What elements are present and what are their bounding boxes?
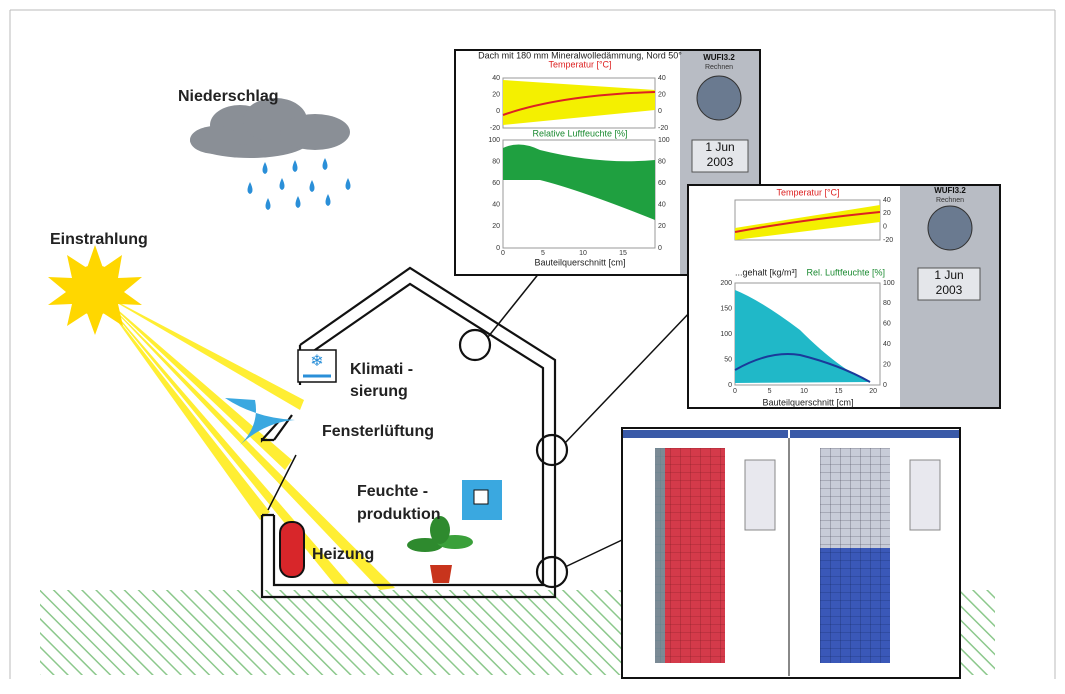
tick-label: 40 xyxy=(883,341,891,348)
cloud xyxy=(190,98,350,158)
tick-label: 150 xyxy=(720,305,732,312)
window-airflow xyxy=(225,398,295,445)
tick-label: 0 xyxy=(496,245,500,252)
app-name: WUFI3.2 xyxy=(934,186,966,195)
button: Rechnen xyxy=(936,197,964,204)
tick-label: 40 xyxy=(492,202,500,209)
label: sierung xyxy=(350,383,408,400)
tick-label: 10 xyxy=(800,388,808,395)
tick-label: 5 xyxy=(541,250,545,257)
date: 1 Jun xyxy=(934,268,963,282)
axis-title: Bauteilquerschnitt [cm] xyxy=(534,257,625,267)
tick-label: 20 xyxy=(869,388,877,395)
label: Feuchte - xyxy=(357,483,428,500)
tick-label: 20 xyxy=(492,92,500,99)
tick-label: 40 xyxy=(658,202,666,209)
svg-text:❄: ❄ xyxy=(310,353,323,370)
tick-label: 0 xyxy=(658,245,662,252)
label: Klimati - xyxy=(350,361,413,378)
date: 2003 xyxy=(707,155,734,169)
plant xyxy=(407,516,473,583)
tick-label: -20 xyxy=(883,237,893,244)
label: produktion xyxy=(357,506,441,523)
tick-label: 0 xyxy=(658,108,662,115)
date: 1 Jun xyxy=(705,140,734,154)
tick-label: -20 xyxy=(490,125,500,132)
button: Rechnen xyxy=(705,64,733,71)
axis-title: ...gehalt [kg/m³] xyxy=(735,267,797,277)
axis-title: Rel. Luftfeuchte [%] xyxy=(806,267,885,277)
frame xyxy=(9,9,1056,679)
tick-label: 100 xyxy=(658,137,670,144)
rain xyxy=(247,158,351,210)
tick-label: 0 xyxy=(733,388,737,395)
watering-can xyxy=(462,480,502,520)
app-name: WUFI3.2 xyxy=(703,53,735,62)
label: Niederschlag xyxy=(178,88,278,105)
tick-label: 40 xyxy=(883,197,891,204)
tick-label: 40 xyxy=(492,75,500,82)
tick-label: 50 xyxy=(724,356,732,363)
tick-label: 0 xyxy=(728,382,732,389)
tick-label: -20 xyxy=(658,125,668,132)
axis-title: Bauteilquerschnitt [cm] xyxy=(762,397,853,407)
screen-2: Temperatur [°C] ...gehalt [kg/m³] Rel. L… xyxy=(687,184,1001,409)
tick-label: 5 xyxy=(768,388,772,395)
climate-unit: ❄ xyxy=(297,349,337,383)
axis-title: Relative Luftfeuchte [%] xyxy=(532,128,627,138)
tick-label: 100 xyxy=(883,280,895,287)
house xyxy=(260,266,693,599)
heater xyxy=(279,521,305,578)
tick-label: 200 xyxy=(720,280,732,287)
tick-label: 20 xyxy=(883,210,891,217)
date: 2003 xyxy=(936,283,963,297)
sun xyxy=(48,245,395,590)
label: Einstrahlung xyxy=(50,231,148,248)
tick-label: 40 xyxy=(658,75,666,82)
tick-label: 60 xyxy=(492,180,500,187)
tick-label: 80 xyxy=(883,300,891,307)
label: Fensterlüftung xyxy=(322,423,434,440)
tick-label: 20 xyxy=(658,92,666,99)
tick-label: 0 xyxy=(501,250,505,257)
tick-label: 100 xyxy=(488,137,500,144)
label: Heizung xyxy=(312,546,374,563)
tick-label: 10 xyxy=(579,250,587,257)
tick-label: 0 xyxy=(496,108,500,115)
screen-3 xyxy=(621,427,961,679)
tick-label: 0 xyxy=(883,224,887,231)
tick-label: 20 xyxy=(883,361,891,368)
axis-title: Temperatur [°C] xyxy=(548,59,611,69)
tick-label: 20 xyxy=(492,223,500,230)
axis-title: Temperatur [°C] xyxy=(776,187,839,197)
tick-label: 15 xyxy=(835,388,843,395)
tick-label: 80 xyxy=(658,158,666,165)
tick-label: 80 xyxy=(492,158,500,165)
screen-title: Dach mit 180 mm Mineralwolledämmung, Nor… xyxy=(478,50,682,60)
tick-label: 0 xyxy=(883,382,887,389)
tick-label: 15 xyxy=(619,250,627,257)
tick-label: 60 xyxy=(658,180,666,187)
tick-label: 60 xyxy=(883,321,891,328)
tick-label: 20 xyxy=(658,223,666,230)
tick-label: 100 xyxy=(720,331,732,338)
